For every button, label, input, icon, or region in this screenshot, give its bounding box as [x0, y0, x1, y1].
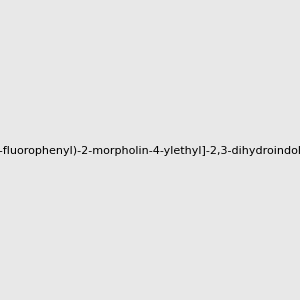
Text: 6-fluoro-N-[2-(3-fluorophenyl)-2-morpholin-4-ylethyl]-2,3-dihydroindole-1-carbox: 6-fluoro-N-[2-(3-fluorophenyl)-2-morphol… [0, 146, 300, 157]
